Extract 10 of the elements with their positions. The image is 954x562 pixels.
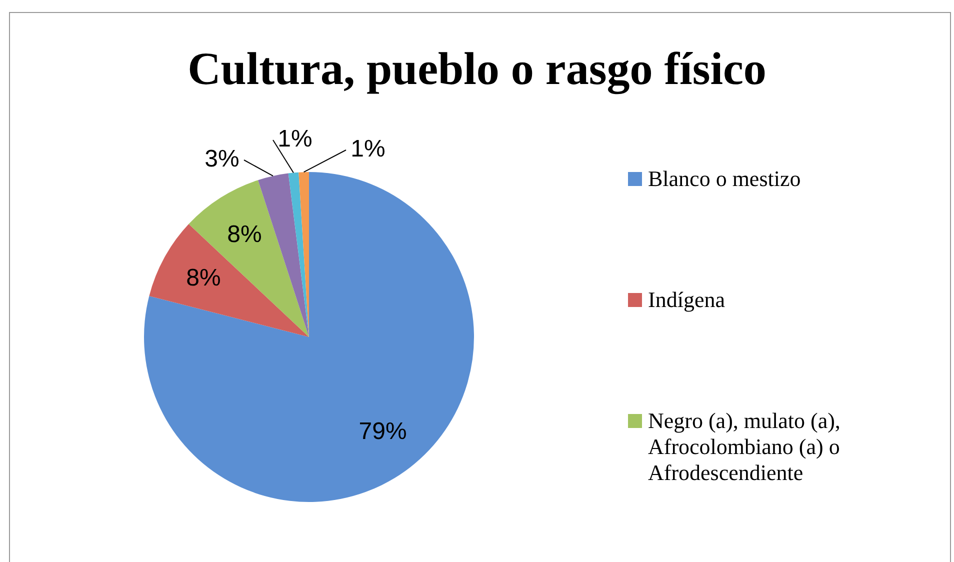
data-label: 1% xyxy=(278,126,312,153)
legend-label: Indígena xyxy=(648,287,725,313)
data-label: 8% xyxy=(227,220,262,248)
data-label: 79% xyxy=(358,418,407,445)
data-label: 1% xyxy=(350,136,386,163)
chart-title: Cultura, pueblo o rasgo físico xyxy=(186,42,768,95)
legend-label: Blanco o mestizo xyxy=(648,166,801,192)
data-label: 8% xyxy=(186,264,221,292)
data-label: 3% xyxy=(204,146,240,173)
legend-label: Negro (a), mulato (a), Afrocolombiano (a) o Afrodescendiente xyxy=(648,408,842,486)
